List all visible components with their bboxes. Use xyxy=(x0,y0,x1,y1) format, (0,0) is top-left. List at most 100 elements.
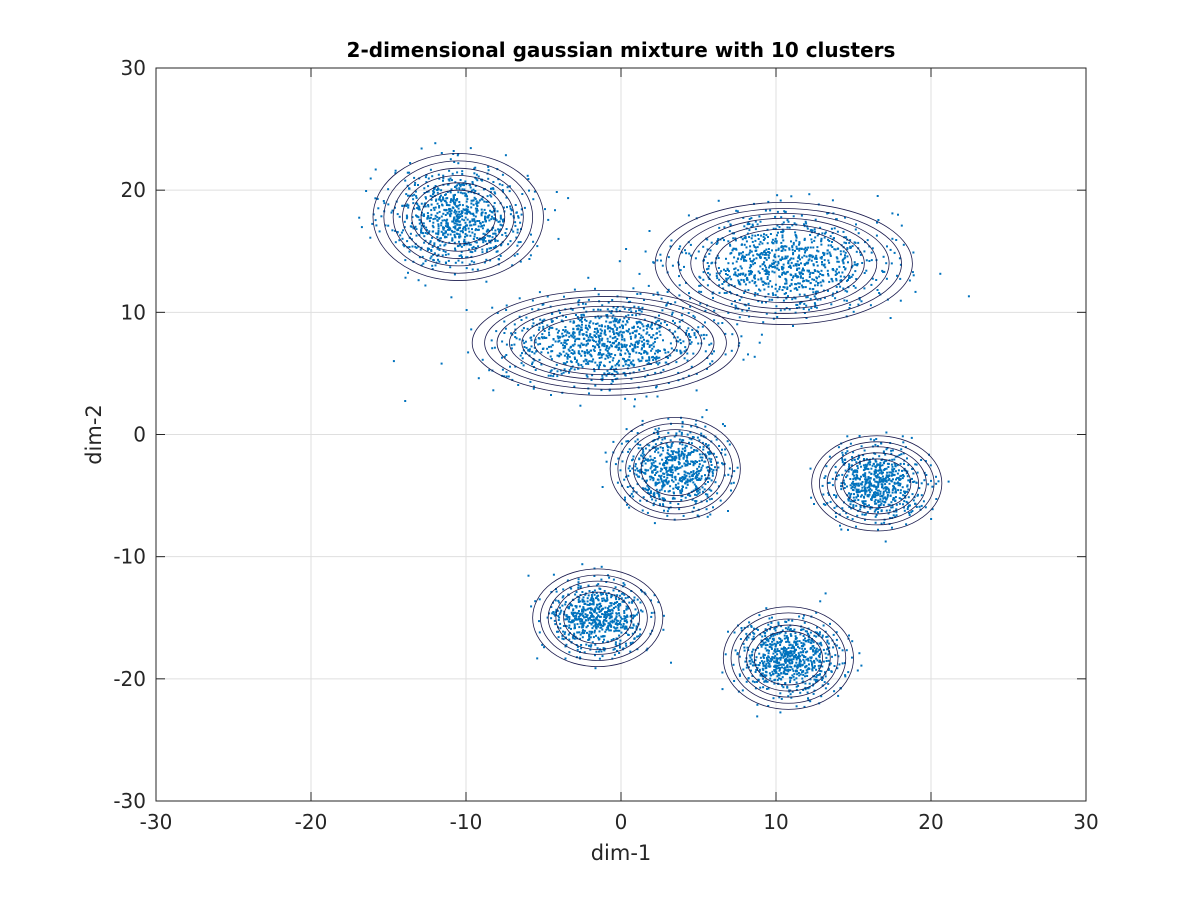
data-point xyxy=(699,284,702,287)
data-point xyxy=(474,215,477,218)
data-point xyxy=(736,275,739,278)
data-point xyxy=(589,339,592,342)
data-point xyxy=(685,332,688,334)
data-point xyxy=(866,239,869,242)
data-point xyxy=(650,615,653,618)
data-point xyxy=(873,491,875,494)
data-point xyxy=(809,282,812,284)
data-point xyxy=(698,465,700,468)
data-point xyxy=(658,481,661,484)
data-point xyxy=(671,497,674,500)
data-point xyxy=(902,441,905,444)
data-point xyxy=(900,498,903,501)
data-point xyxy=(457,259,460,262)
data-point xyxy=(650,336,652,339)
data-point xyxy=(914,290,917,293)
data-point xyxy=(455,220,458,223)
data-point xyxy=(577,578,580,581)
data-point xyxy=(444,230,447,233)
data-point xyxy=(878,292,881,294)
data-point xyxy=(595,596,598,599)
data-point xyxy=(882,487,885,490)
data-point xyxy=(670,347,673,350)
data-point xyxy=(607,610,610,612)
data-point xyxy=(463,240,466,243)
data-point xyxy=(699,302,702,305)
data-point xyxy=(594,384,597,387)
data-point xyxy=(835,268,838,271)
data-point xyxy=(611,612,614,615)
data-point xyxy=(628,506,631,509)
data-point xyxy=(585,616,588,618)
data-point xyxy=(444,225,447,228)
data-point xyxy=(527,574,530,577)
data-point xyxy=(908,512,911,514)
data-point xyxy=(651,470,654,473)
data-point xyxy=(464,194,467,197)
scatter-points xyxy=(358,142,970,718)
data-point xyxy=(815,261,818,263)
data-point xyxy=(481,198,484,201)
data-point xyxy=(556,375,559,378)
data-point xyxy=(573,352,576,355)
data-point xyxy=(611,359,614,362)
data-point xyxy=(594,327,596,330)
data-point xyxy=(754,228,757,231)
data-point xyxy=(692,451,695,453)
data-point xyxy=(412,202,415,205)
data-point xyxy=(774,227,777,230)
data-point xyxy=(844,216,846,219)
data-point xyxy=(609,327,612,330)
data-point xyxy=(650,324,653,327)
data-point xyxy=(586,600,589,603)
data-point xyxy=(611,657,614,660)
data-point xyxy=(584,609,587,612)
data-point xyxy=(485,258,488,261)
data-point xyxy=(573,368,576,371)
data-point xyxy=(451,220,454,223)
data-point xyxy=(855,488,858,491)
data-point xyxy=(675,349,678,352)
data-point xyxy=(647,491,650,494)
data-point xyxy=(816,264,819,267)
data-point xyxy=(653,494,655,497)
data-point xyxy=(459,230,462,233)
data-point xyxy=(568,335,571,338)
data-point xyxy=(861,262,864,264)
data-point xyxy=(702,445,705,448)
data-point xyxy=(782,221,785,224)
data-point xyxy=(516,253,519,256)
data-point xyxy=(743,255,746,258)
data-point xyxy=(668,468,671,471)
data-point xyxy=(874,502,877,505)
data-point xyxy=(747,221,750,224)
data-point xyxy=(475,209,478,212)
data-point xyxy=(694,460,697,463)
data-point xyxy=(813,295,816,298)
data-point xyxy=(403,226,406,229)
data-point xyxy=(618,331,621,334)
data-point xyxy=(404,400,407,402)
data-point xyxy=(857,303,860,306)
data-point xyxy=(650,344,653,347)
data-point xyxy=(583,608,586,611)
data-point xyxy=(704,309,707,312)
data-point xyxy=(549,355,552,358)
data-point xyxy=(875,485,878,488)
data-point xyxy=(833,506,836,509)
data-point xyxy=(905,500,908,503)
data-point xyxy=(632,487,635,490)
data-point xyxy=(593,350,596,352)
data-point xyxy=(767,254,770,257)
data-point xyxy=(874,521,877,524)
data-point xyxy=(465,309,468,311)
data-point xyxy=(646,443,649,446)
data-point xyxy=(666,446,669,449)
data-point xyxy=(594,624,597,627)
data-point xyxy=(431,224,434,227)
data-point xyxy=(648,334,651,337)
data-point xyxy=(678,284,681,287)
data-point xyxy=(710,489,713,492)
data-point xyxy=(408,250,411,253)
data-point xyxy=(618,612,620,615)
